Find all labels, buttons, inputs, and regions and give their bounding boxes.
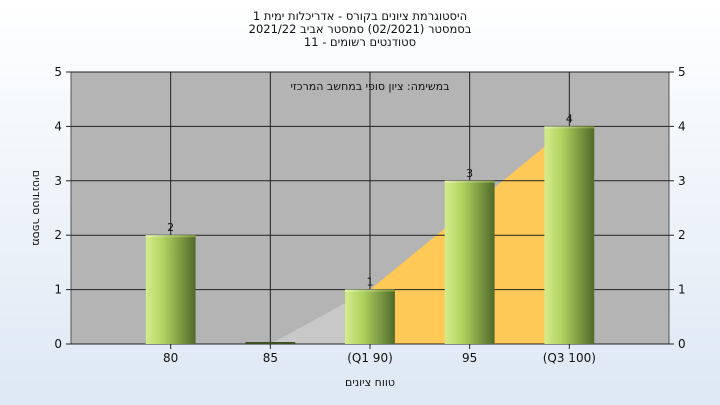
y-axis-title: מספר סטודנטים — [30, 170, 43, 246]
bar — [145, 235, 196, 344]
x-tick-label: (Q3 100) — [543, 351, 596, 365]
bar-top — [345, 289, 395, 292]
bar — [444, 180, 495, 344]
bar — [345, 289, 395, 344]
x-tick-label: (Q1 90) — [347, 351, 393, 365]
bar-top — [544, 126, 595, 129]
bar-data-label: 4 — [566, 112, 573, 125]
y-tick-label-right: 4 — [678, 119, 686, 133]
y-tick-label-left: 2 — [54, 228, 62, 242]
title-line-3: סטודנטים רשומים - 11 — [303, 35, 417, 49]
y-tick-label-right: 0 — [678, 337, 686, 351]
x-tick-label: 95 — [462, 351, 477, 365]
chart-annotation: במשימה: ציון סופי במחשב המרכזי — [290, 80, 449, 93]
y-tick-label-left: 4 — [54, 119, 62, 133]
y-tick-label-right: 2 — [678, 228, 686, 242]
bar-top — [444, 180, 495, 183]
y-tick-label-right: 5 — [678, 65, 686, 79]
title-line-2: בסמסטר (02/2021) סמסטר אביב 2021/22 — [248, 22, 472, 36]
y-tick-label-left: 1 — [54, 283, 62, 297]
x-tick-label: 85 — [263, 351, 278, 365]
bar-data-label: 3 — [466, 167, 473, 180]
bar — [544, 126, 595, 345]
y-tick-label-left: 0 — [54, 337, 62, 351]
x-axis-title: טווח ציונים — [345, 376, 395, 389]
title-line-1: היסטוגרמת ציונים בקורס - אדריכלות ימית 1 — [252, 9, 468, 23]
y-tick-label-right: 3 — [678, 174, 686, 188]
y-tick-label-right: 1 — [678, 283, 686, 297]
chart-title: היסטוגרמת ציונים בקורס - אדריכלות ימית 1… — [0, 10, 720, 49]
bar-top — [145, 235, 196, 238]
y-tick-label-left: 3 — [54, 174, 62, 188]
bar-data-label: 2 — [167, 221, 174, 234]
bar-data-label: 1 — [367, 276, 374, 289]
y-tick-label-left: 5 — [54, 65, 62, 79]
x-tick-label: 80 — [163, 351, 178, 365]
